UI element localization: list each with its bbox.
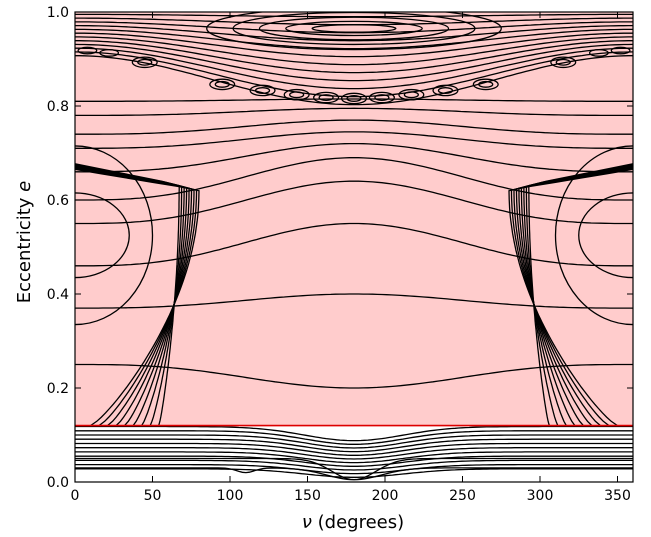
contour-lower-2 (75, 434, 633, 449)
contour-chain-island-inner-0 (214, 80, 230, 88)
contour-chain-island-8 (472, 78, 499, 91)
contour-left-loop-1 (75, 192, 130, 279)
x-tick-label: 50 (144, 488, 162, 504)
contour-chain-island-0 (209, 78, 236, 91)
contour-right-loop-0 (554, 145, 633, 326)
contour-valley-8 (75, 107, 633, 117)
contour-chain-island-7 (432, 84, 459, 97)
contour-upper-4 (75, 28, 633, 50)
contour-valley-9 (75, 98, 633, 102)
contour-chain-island-inner-8 (478, 80, 494, 88)
x-tick-label: 300 (527, 488, 554, 504)
contour-right-loop-1 (578, 192, 633, 279)
contour-chain-island-inner-4 (346, 95, 362, 102)
contour-chain-island-inner-6 (403, 91, 419, 99)
contour-lower-1 (75, 430, 633, 445)
contour-lower-7 (75, 455, 633, 467)
contour-valley-7 (75, 119, 633, 135)
contour-upper-5 (75, 32, 633, 58)
contour-lower-4 (75, 442, 633, 456)
contour-right-lobe-8 (528, 163, 633, 426)
contour-valley-1 (75, 293, 633, 309)
x-axis-ticks: 0 50 100 150 200 250 300 350 (71, 12, 631, 504)
contour-lines (75, 12, 633, 481)
contour-edge-island-0 (77, 46, 98, 55)
contour-upper-6 (75, 36, 633, 66)
contour-chain-island-inner-5 (374, 94, 390, 102)
contour-chain-island-inner-9 (137, 58, 153, 66)
contour-chain-island-inner-3 (318, 94, 334, 102)
contour-upper-11 (75, 55, 633, 106)
contour-upper-3 (75, 24, 633, 42)
x-axis-label: ν (degrees) (302, 512, 404, 533)
contour-lower-6 (75, 451, 633, 464)
y-tick-label: 0.2 (47, 381, 69, 397)
contour-left-loop-0 (75, 145, 154, 326)
x-tick-label: 150 (294, 488, 321, 504)
contour-chain-island-6 (398, 88, 425, 101)
y-axis-symbol: e (14, 181, 35, 192)
y-axis-ticks: 0.0 0.2 0.4 0.6 0.8 1.0 (47, 5, 633, 491)
contour-lower-5 (75, 447, 633, 460)
x-tick-label: 0 (71, 488, 80, 504)
contour-edge-island-1 (99, 48, 120, 57)
contour-valley-3 (75, 180, 633, 225)
x-tick-label: 200 (372, 488, 399, 504)
y-axis-text: Eccentricity (14, 192, 35, 303)
contour-valley-4 (75, 157, 633, 201)
contour-top-island-2 (258, 16, 450, 41)
contour-top-island-4 (311, 24, 397, 33)
contour-edge-island-2 (588, 48, 609, 57)
contour-chain-island-inner-2 (289, 91, 305, 99)
y-tick-label: 0.4 (47, 287, 69, 303)
contour-valley-5 (75, 142, 633, 173)
x-tick-label: 350 (604, 488, 631, 504)
x-axis-symbol: ν (302, 512, 312, 533)
contour-lower-0 (75, 425, 633, 442)
contour-valley-6 (75, 131, 633, 149)
contour-upper-8 (75, 43, 633, 82)
plot-area (74, 11, 634, 483)
y-tick-label: 0.8 (47, 99, 69, 115)
contour-lower-9 (75, 463, 633, 475)
contour-chain-island-3 (313, 91, 340, 104)
contour-top-island-3 (285, 20, 423, 37)
contour-chain-island-5 (368, 91, 395, 104)
contour-lower-10 (75, 468, 633, 478)
contour-valley-2 (75, 222, 633, 267)
contour-chain-island-9 (131, 56, 158, 69)
x-axis-unit: (degrees) (312, 512, 404, 533)
contour-chain-island-inner-1 (254, 87, 271, 94)
y-tick-label: 0.0 (47, 475, 69, 491)
contour-lower-3 (75, 438, 633, 453)
contour-bottom-1 (75, 457, 633, 481)
y-tick-label: 1.0 (47, 5, 69, 21)
contour-chain-island-inner-7 (437, 87, 454, 94)
contour-chain-island-10 (550, 56, 577, 69)
y-axis-label: Eccentricity e (14, 181, 35, 304)
contour-top-island-0 (206, 12, 502, 51)
x-tick-label: 250 (449, 488, 476, 504)
contour-chain-island-2 (283, 88, 310, 101)
y-tick-label: 0.6 (47, 193, 69, 209)
contour-chain-island-inner-10 (555, 58, 571, 66)
contour-upper-7 (75, 40, 633, 74)
contour-chain-island-4 (340, 92, 368, 105)
contour-lower-8 (75, 459, 633, 471)
contour-upper-10 (75, 51, 633, 98)
contour-chain-island-1 (249, 84, 276, 97)
x-tick-label: 100 (217, 488, 244, 504)
contour-left-lobe-8 (75, 163, 180, 426)
contour-upper-9 (75, 47, 633, 90)
plot-frame (74, 11, 634, 483)
contour-edge-island-3 (610, 46, 631, 55)
